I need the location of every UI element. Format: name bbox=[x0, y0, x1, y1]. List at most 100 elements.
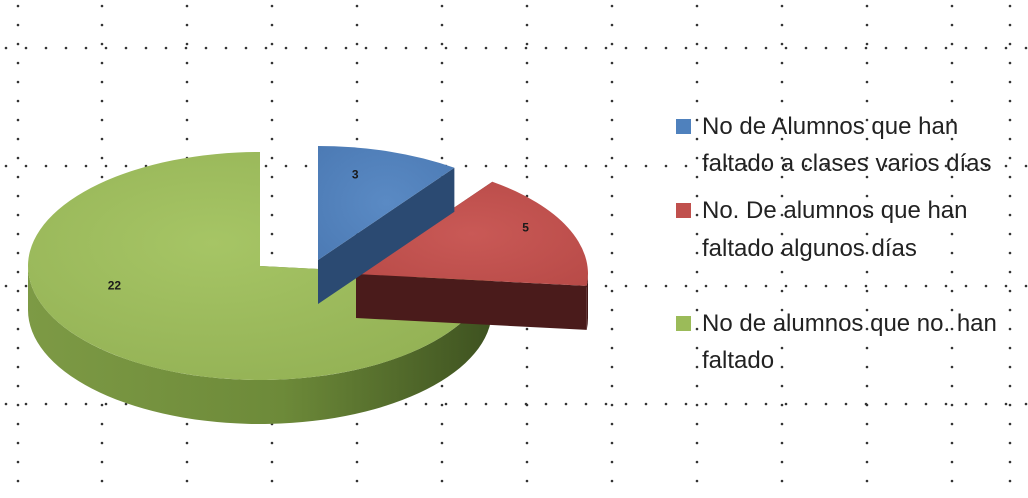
grid-dot bbox=[695, 213, 699, 217]
grid-dot bbox=[824, 284, 828, 288]
grid-dot bbox=[185, 42, 189, 46]
grid-dot bbox=[610, 137, 614, 141]
grid-dot bbox=[780, 422, 784, 426]
grid-dot bbox=[564, 164, 568, 168]
grid-dot bbox=[865, 23, 869, 27]
grid-dot bbox=[664, 402, 668, 406]
grid-dot bbox=[100, 42, 104, 46]
legend-swatch-blue bbox=[676, 119, 691, 134]
grid-dot bbox=[1004, 284, 1008, 288]
legend-swatch-red bbox=[676, 203, 691, 219]
grid-dot bbox=[865, 251, 869, 255]
grid-dot bbox=[270, 137, 274, 141]
grid-dot bbox=[844, 284, 848, 288]
grid-dot bbox=[304, 46, 308, 50]
grid-dot bbox=[1008, 99, 1012, 103]
grid-dot bbox=[270, 61, 274, 65]
grid-dot bbox=[440, 156, 444, 160]
pie-slices: 3 5 22 bbox=[28, 146, 588, 424]
grid-dot bbox=[604, 284, 608, 288]
grid-dot bbox=[16, 99, 20, 103]
grid-dot bbox=[695, 118, 699, 122]
grid-dot bbox=[185, 118, 189, 122]
grid-dot bbox=[780, 308, 784, 312]
grid-dot bbox=[104, 164, 108, 168]
grid-dot bbox=[610, 194, 614, 198]
grid-dot bbox=[525, 346, 529, 350]
grid-dot bbox=[780, 403, 784, 407]
grid-dot bbox=[270, 479, 274, 483]
grid-dot bbox=[1024, 402, 1028, 406]
grid-dot bbox=[950, 4, 954, 8]
grid-dot bbox=[124, 46, 128, 50]
grid-dot bbox=[695, 346, 699, 350]
grid-dot bbox=[904, 402, 908, 406]
grid-dot bbox=[624, 46, 628, 50]
slice-varios-dias bbox=[318, 146, 455, 304]
grid-dot bbox=[780, 479, 784, 483]
grid-dot bbox=[984, 46, 988, 50]
slice-top bbox=[28, 152, 491, 381]
grid-dot bbox=[525, 441, 529, 445]
grid-dot bbox=[44, 164, 48, 168]
grid-dot bbox=[884, 46, 888, 50]
grid-dot bbox=[4, 164, 8, 168]
grid-dot bbox=[780, 270, 784, 274]
slice-outer-side bbox=[28, 266, 491, 424]
grid-dot bbox=[1008, 118, 1012, 122]
grid-dot bbox=[664, 46, 668, 50]
grid-dot bbox=[924, 284, 928, 288]
grid-dot bbox=[764, 46, 768, 50]
grid-dot bbox=[780, 289, 784, 293]
grid-dot bbox=[950, 460, 954, 464]
grid-dot bbox=[865, 422, 869, 426]
grid-dot bbox=[984, 402, 988, 406]
grid-dot bbox=[695, 156, 699, 160]
grid-dot bbox=[24, 164, 28, 168]
grid-dot bbox=[950, 213, 954, 217]
grid-dot bbox=[16, 251, 20, 255]
grid-dot bbox=[4, 284, 8, 288]
grid-dot bbox=[950, 118, 954, 122]
grid-dot bbox=[624, 164, 628, 168]
grid-dot bbox=[525, 175, 529, 179]
grid-dot bbox=[780, 156, 784, 160]
grid-dot bbox=[525, 460, 529, 464]
grid-dot bbox=[644, 46, 648, 50]
grid-dot bbox=[865, 308, 869, 312]
grid-dot bbox=[950, 156, 954, 160]
grid-dot bbox=[744, 284, 748, 288]
grid-dot bbox=[950, 270, 954, 274]
grid-dot bbox=[444, 402, 448, 406]
grid-dot bbox=[16, 422, 20, 426]
grid-dot bbox=[950, 42, 954, 46]
grid-dot bbox=[100, 175, 104, 179]
grid-dot bbox=[440, 80, 444, 84]
grid-dot bbox=[1008, 365, 1012, 369]
grid-dot bbox=[904, 284, 908, 288]
grid-dot bbox=[440, 422, 444, 426]
grid-dot bbox=[950, 194, 954, 198]
grid-dot bbox=[1008, 270, 1012, 274]
grid-dot bbox=[865, 156, 869, 160]
grid-dot bbox=[584, 46, 588, 50]
grid-dot bbox=[865, 289, 869, 293]
grid-dot bbox=[440, 460, 444, 464]
grid-dot bbox=[610, 251, 614, 255]
grid-dot bbox=[1004, 164, 1008, 168]
grid-dot bbox=[704, 284, 708, 288]
grid-dot bbox=[804, 284, 808, 288]
grid-dot bbox=[270, 441, 274, 445]
grid-dot bbox=[355, 99, 359, 103]
grid-dot bbox=[865, 194, 869, 198]
grid-dot bbox=[355, 441, 359, 445]
grid-dot bbox=[16, 137, 20, 141]
grid-dot bbox=[610, 270, 614, 274]
grid-dot bbox=[185, 422, 189, 426]
grid-dot bbox=[355, 42, 359, 46]
grid-dot bbox=[865, 118, 869, 122]
grid-dot bbox=[610, 118, 614, 122]
grid-dot bbox=[16, 403, 20, 407]
grid-dot bbox=[865, 61, 869, 65]
grid-dot bbox=[695, 270, 699, 274]
